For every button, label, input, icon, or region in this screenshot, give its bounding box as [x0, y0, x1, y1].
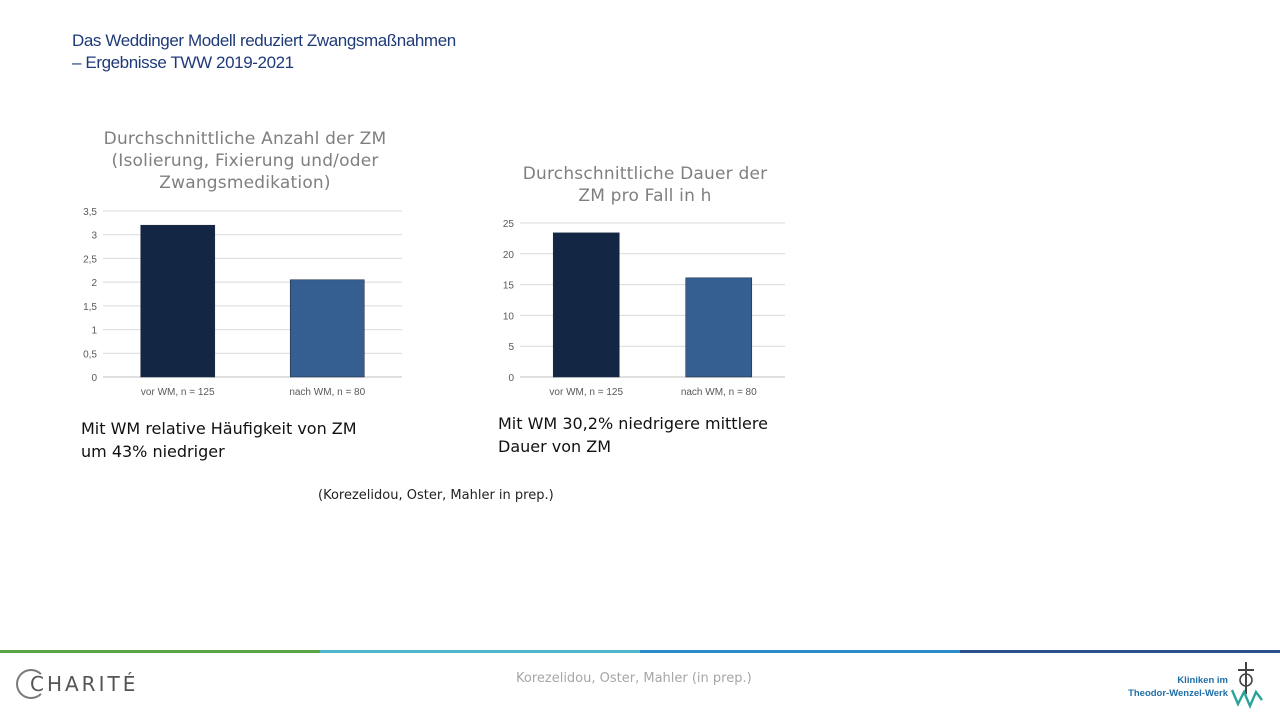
- slide-title-line2: – Ergebnisse TWW 2019-2021: [72, 53, 294, 72]
- footer-segment: [640, 650, 960, 653]
- charite-logo-text: CHARITÉ: [30, 672, 139, 696]
- y-tick-label: 3,5: [83, 207, 97, 218]
- y-tick-label: 0,5: [83, 349, 97, 360]
- y-tick-label: 2,5: [83, 254, 97, 265]
- y-tick-label: 1: [91, 326, 97, 337]
- y-tick-label: 25: [503, 219, 515, 230]
- kliniken-logo-line2: Theodor-Wenzel-Werk: [1128, 688, 1228, 699]
- charite-logo-ring-icon: [16, 669, 46, 699]
- right-note: Mit WM 30,2% niedrigere mittlere Dauer v…: [498, 412, 768, 458]
- y-tick-label: 1,5: [83, 302, 97, 313]
- chart1-title: Durchschnittliche Anzahl der ZM (Isolier…: [80, 128, 410, 194]
- bar: [140, 224, 216, 378]
- y-tick-label: 5: [508, 342, 514, 353]
- chart1-title-line: (Isolierung, Fixierung und/oder: [111, 151, 379, 171]
- y-tick-label: 0: [91, 373, 97, 384]
- footer-color-bar: [0, 650, 1280, 653]
- chart2-title-line: Durchschnittliche Dauer der: [522, 164, 768, 184]
- chart1-title-line: Zwangsmedikation): [159, 173, 331, 193]
- y-tick-label: 20: [503, 250, 515, 261]
- chart2-title: Durchschnittliche Dauer der ZM pro Fall …: [500, 163, 790, 207]
- charite-logo: CHARITÉ: [16, 664, 138, 704]
- footer-source-text: Korezelidou, Oster, Mahler (in prep.): [516, 671, 752, 686]
- citation: (Korezelidou, Oster, Mahler in prep.): [318, 488, 554, 503]
- bar: [552, 232, 620, 378]
- bar: [685, 277, 753, 378]
- right-note-line2: Dauer von ZM: [498, 437, 612, 456]
- y-tick-label: 3: [91, 231, 97, 242]
- chart2-title-line: ZM pro Fall in h: [578, 186, 712, 206]
- x-tick-label: nach WM, n = 80: [681, 387, 757, 398]
- kliniken-logo: Kliniken im Theodor-Wenzel-Werk: [1116, 660, 1266, 712]
- right-note-line1: Mit WM 30,2% niedrigere mittlere: [498, 414, 768, 433]
- y-tick-label: 10: [503, 311, 515, 322]
- left-note-line2: um 43% niedriger: [81, 442, 225, 461]
- cross-wave-icon: [1230, 662, 1263, 710]
- slide-title: Das Weddinger Modell reduziert Zwangsmaß…: [72, 30, 456, 74]
- footer-segment: [0, 650, 320, 653]
- y-tick-label: 2: [91, 278, 97, 289]
- x-tick-label: nach WM, n = 80: [289, 387, 365, 398]
- slide-title-line1: Das Weddinger Modell reduziert Zwangsmaß…: [72, 31, 456, 50]
- y-tick-label: 0: [508, 373, 514, 384]
- x-tick-label: vor WM, n = 125: [141, 387, 215, 398]
- left-note-line1: Mit WM relative Häufigkeit von ZM: [81, 419, 357, 438]
- footer-segment: [960, 650, 1280, 653]
- left-note: Mit WM relative Häufigkeit von ZM um 43%…: [81, 417, 357, 463]
- y-tick-label: 15: [503, 281, 515, 292]
- footer-segment: [320, 650, 640, 653]
- chart1-title-line: Durchschnittliche Anzahl der ZM: [103, 129, 387, 149]
- kliniken-logo-line1: Kliniken im: [1177, 675, 1228, 686]
- bar: [289, 279, 365, 378]
- x-tick-label: vor WM, n = 125: [549, 387, 623, 398]
